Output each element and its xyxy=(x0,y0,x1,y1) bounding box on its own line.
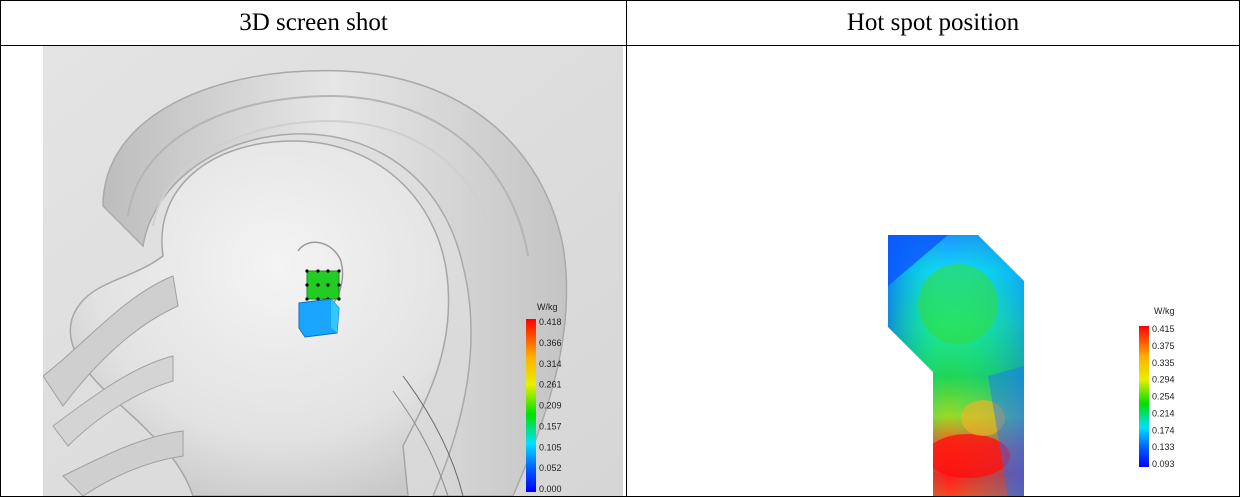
right-scale-tick-label: 0.335 xyxy=(1152,358,1175,368)
right-color-scale: W/kg 0.415 0.375 0.335 0.294 0.254 0.214 0.174… xyxy=(1139,306,1175,469)
left-scale-tick-label: 0.314 xyxy=(539,359,562,369)
column-divider xyxy=(626,1,627,496)
left-scale-tick-label: 0.052 xyxy=(539,463,562,473)
left-scale-tick-label: 0.000 xyxy=(539,484,562,494)
hot-spot-map: W/kg 0.415 0.375 0.335 0.294 0.254 0.214 0.174… xyxy=(888,235,1175,496)
header-divider xyxy=(1,45,1239,46)
header-3d-screenshot: 3D screen shot xyxy=(239,9,388,36)
phantom-3d-render: W/kg 0.418 0.366 0.314 0.261 0.209 0.157 0.105… xyxy=(43,46,623,496)
left-scale-tick-label: 0.366 xyxy=(539,338,562,348)
sar-distribution xyxy=(888,235,1024,496)
left-scale-tick-label: 0.418 xyxy=(539,317,562,327)
right-scale-tick-label: 0.375 xyxy=(1152,341,1175,351)
phantom-shell xyxy=(102,69,568,496)
right-scale-tick-label: 0.254 xyxy=(1152,392,1175,402)
left-scale-tick-label: 0.105 xyxy=(539,442,562,452)
phantom-head xyxy=(69,140,450,496)
right-scale-tick-label: 0.174 xyxy=(1152,425,1175,435)
left-color-scale: W/kg 0.418 0.366 0.314 0.261 0.209 0.157 0.105… xyxy=(526,302,562,494)
right-scale-tick-label: 0.294 xyxy=(1152,375,1175,385)
right-scale-tick-label: 0.093 xyxy=(1152,459,1175,469)
left-scale-unit: W/kg xyxy=(537,302,558,312)
header-hot-spot-position: Hot spot position xyxy=(846,9,1020,36)
measurement-grid xyxy=(298,269,341,338)
right-scale-unit: W/kg xyxy=(1154,306,1175,316)
right-scale-tick-label: 0.415 xyxy=(1152,324,1175,334)
left-scale-tick-label: 0.157 xyxy=(539,421,562,431)
left-scale-tick-label: 0.261 xyxy=(539,380,562,390)
right-scale-tick-label: 0.214 xyxy=(1152,408,1175,418)
left-scale-tick-label: 0.209 xyxy=(539,401,562,411)
right-scale-tick-label: 0.133 xyxy=(1152,442,1175,452)
